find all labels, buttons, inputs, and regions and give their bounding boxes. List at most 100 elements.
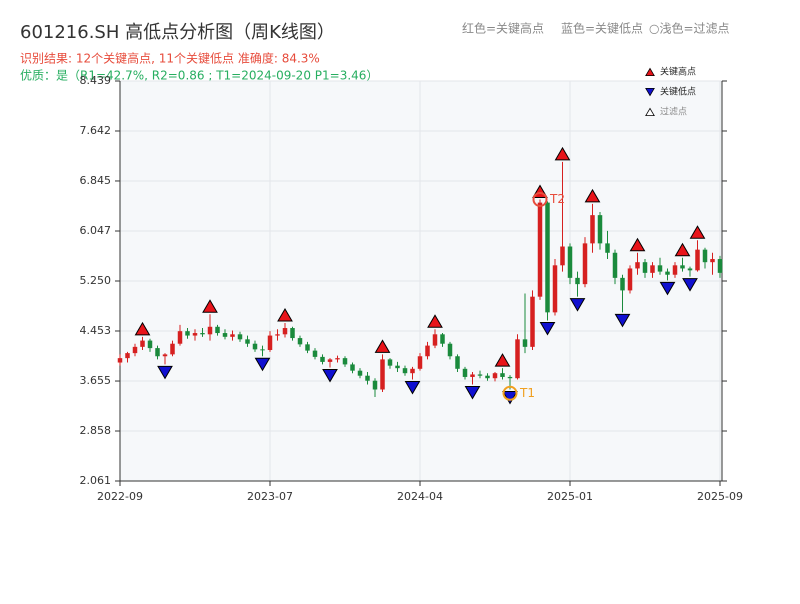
candle-body <box>522 339 528 347</box>
candle-body <box>395 365 400 369</box>
candle-body <box>170 343 175 355</box>
y-tick-label: 2.858 <box>80 424 112 437</box>
y-tick-label: 8.439 <box>80 74 112 87</box>
candle-body <box>462 368 468 377</box>
candle-body <box>207 326 213 335</box>
legend-label: 关键高点 <box>660 66 696 78</box>
candle-body <box>657 265 663 272</box>
candle-body <box>702 249 708 263</box>
candle-body <box>507 376 513 379</box>
candle-body <box>147 340 153 349</box>
candle-body <box>432 334 438 346</box>
annotation-marker <box>502 385 518 401</box>
candle-body <box>125 353 130 359</box>
key-point <box>404 380 421 395</box>
candle-body <box>357 370 363 376</box>
candle-body <box>132 346 138 354</box>
key-point <box>569 298 586 312</box>
candle-body <box>620 277 625 291</box>
legend-symbol <box>645 88 655 97</box>
candle-body <box>185 331 190 336</box>
candle-body <box>650 265 655 273</box>
y-tick-label: 6.047 <box>80 224 112 237</box>
candle-body <box>672 265 678 275</box>
candle-body <box>470 374 475 377</box>
candle-body <box>717 259 723 273</box>
candle-body <box>665 271 670 275</box>
candle-body <box>200 333 205 335</box>
annotation-label: T1 <box>519 386 535 400</box>
key-point <box>539 322 556 336</box>
candle-body <box>282 328 288 335</box>
candle-body <box>117 358 123 363</box>
key-point <box>614 313 631 328</box>
x-tick-label: 2023-07 <box>247 490 293 503</box>
candle-body <box>267 335 273 350</box>
y-tick-label: 6.845 <box>80 174 112 187</box>
candle-body <box>177 331 183 344</box>
key-point <box>584 188 601 203</box>
key-point <box>502 390 518 405</box>
candle-body <box>582 243 588 285</box>
candle-body <box>192 333 198 336</box>
candle-body <box>605 243 610 253</box>
candle-body <box>545 202 550 313</box>
key-point <box>464 385 481 400</box>
candle-body <box>260 349 265 351</box>
candle-body <box>455 356 460 369</box>
y-tick-label: 5.250 <box>80 274 112 287</box>
candle-body <box>477 374 483 376</box>
candle-body <box>612 252 618 278</box>
result-line: 识别结果: 12个关键高点, 11个关键低点 准确度: 84.3% <box>20 51 320 66</box>
key-point <box>659 281 676 296</box>
candle-body <box>417 356 423 369</box>
annotation-label: T2 <box>549 192 565 206</box>
key-point <box>277 308 293 322</box>
candle-body <box>425 345 430 357</box>
key-point <box>427 314 443 328</box>
chart-title: 601216.SH 高低点分析图（周K线图） <box>20 22 335 43</box>
candle-body <box>410 368 415 374</box>
candle-body <box>342 358 348 365</box>
candle-body <box>447 343 453 357</box>
header-legend: ○浅色=过滤点 <box>649 22 730 36</box>
candle-body <box>590 215 595 244</box>
y-tick-label: 4.453 <box>80 324 112 337</box>
y-tick-label: 2.061 <box>80 474 112 487</box>
candle-body <box>552 265 558 313</box>
candle-body <box>365 375 370 381</box>
key-point <box>254 357 271 372</box>
candle-body <box>350 364 355 371</box>
annotation-marker <box>532 191 548 207</box>
candle-body <box>575 277 580 285</box>
y-tick-label: 7.642 <box>80 124 112 137</box>
candle-body <box>500 373 505 377</box>
candle-body <box>335 358 340 360</box>
candle-body <box>402 368 408 374</box>
key-point <box>494 353 511 367</box>
candle-body <box>297 338 303 345</box>
y-tick-label: 3.655 <box>80 374 112 387</box>
key-point <box>629 237 646 252</box>
candle-body <box>237 334 243 340</box>
key-point <box>682 278 698 292</box>
candle-body <box>230 334 235 337</box>
legend-symbol <box>645 67 655 76</box>
candle-body <box>537 202 543 297</box>
candle-body <box>380 359 385 390</box>
key-point <box>157 365 173 380</box>
candle-body <box>387 359 393 366</box>
key-point <box>322 369 338 383</box>
candle-body <box>440 334 445 344</box>
candle-body <box>290 328 295 339</box>
candle-body <box>320 356 325 362</box>
candle-body <box>635 262 640 269</box>
quality-line: 优质：是（R1=42.7%, R2=0.86 ; T1=2024-09-20 P… <box>20 69 378 83</box>
candle-body <box>327 359 333 362</box>
header-legend: 红色=关键高点 <box>462 21 544 36</box>
candle-body <box>597 215 603 244</box>
candle-body <box>710 259 715 263</box>
candle-body <box>687 268 693 271</box>
candle-body <box>245 339 250 344</box>
